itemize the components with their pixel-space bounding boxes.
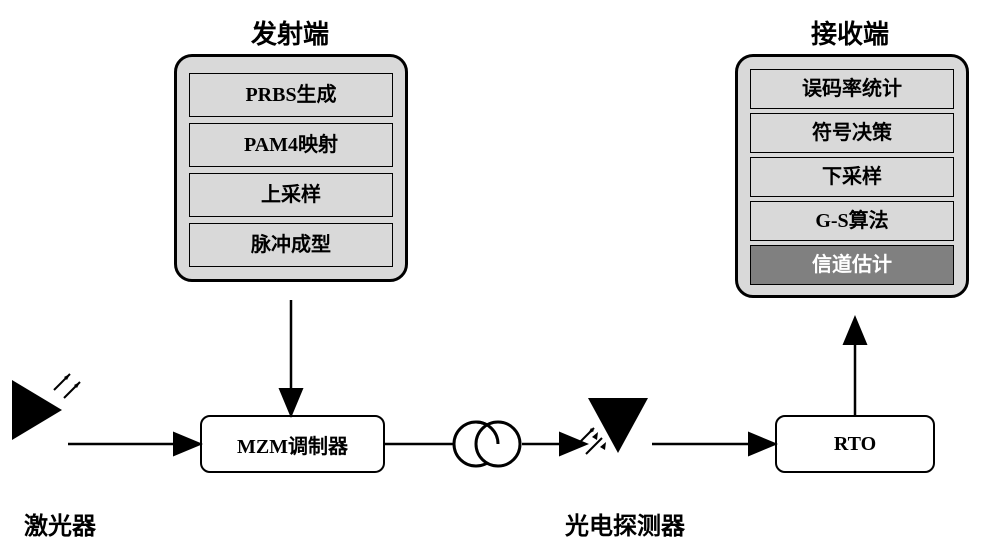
arrows bbox=[0, 0, 1000, 557]
